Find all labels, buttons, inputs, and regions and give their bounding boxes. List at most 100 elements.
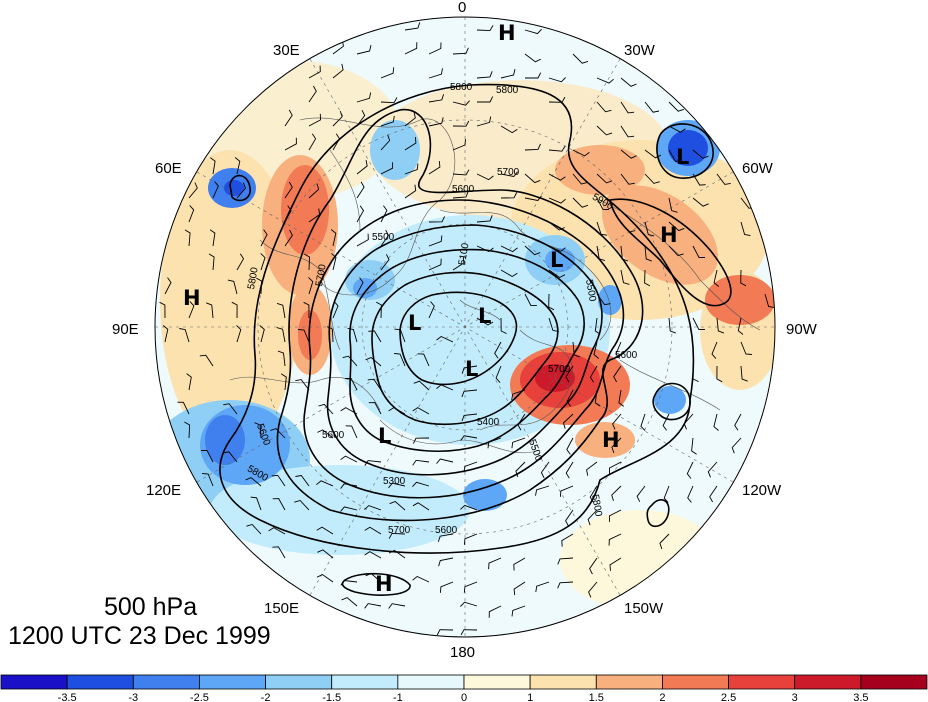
wind-barb-icon <box>272 498 286 511</box>
wind-barb-icon <box>566 437 574 455</box>
wind-barb-icon <box>561 533 574 547</box>
contour-label: 5600 <box>435 525 458 536</box>
wind-barb-icon <box>615 341 622 359</box>
colorbar-label: -2.5 <box>190 692 209 702</box>
colorbar-swatch <box>662 674 729 690</box>
wind-barb-icon <box>461 413 478 422</box>
wind-barb-icon <box>388 407 406 415</box>
wind-barb-icon <box>636 485 646 502</box>
wind-barb-icon <box>511 389 526 401</box>
wind-barb-icon <box>620 221 636 233</box>
wind-barb-icon <box>388 532 406 539</box>
wind-barb-icon <box>500 171 518 177</box>
wind-barb-icon <box>294 499 310 511</box>
wind-barb-icon <box>436 629 454 636</box>
lon-label-90e: 90E <box>112 321 139 338</box>
colorbar-label: 2.5 <box>721 692 736 702</box>
wind-barb-icon <box>436 458 454 464</box>
wind-barb-icon <box>356 233 369 247</box>
colorbar-swatch <box>397 674 465 690</box>
wind-barb-icon <box>548 96 566 103</box>
wind-barb-icon <box>663 485 670 503</box>
wind-barb-icon <box>332 133 341 151</box>
wind-barb-icon <box>223 451 238 463</box>
wind-barb-icon <box>308 133 317 151</box>
wind-barb-icon <box>412 502 430 511</box>
wind-barb-icon <box>476 245 494 253</box>
wind-barb-icon <box>588 581 598 598</box>
wind-barb-icon <box>284 109 293 127</box>
wind-barb-icon <box>428 68 443 79</box>
wind-barb-icon <box>452 169 470 176</box>
wind-barb-icon <box>404 112 416 127</box>
wind-barb-icon <box>331 253 337 271</box>
l-center-northwest-atlantic: L <box>676 145 689 169</box>
wind-barb-icon <box>620 245 628 262</box>
wind-barb-icon <box>500 68 516 79</box>
wind-barb-icon <box>268 527 286 535</box>
contour-5400 <box>349 248 585 453</box>
wind-barb-icon <box>620 125 635 138</box>
wind-barb-icon <box>276 302 286 319</box>
colorbar-label: -1 <box>393 692 403 702</box>
contour-low-hudson <box>652 382 691 421</box>
wind-barb-icon <box>364 551 382 559</box>
wind-barb-icon <box>476 116 492 127</box>
wind-barb-icon <box>388 603 406 609</box>
wind-barb-icon <box>380 254 390 271</box>
wind-barb-icon <box>260 229 268 247</box>
lon-label-60e: 60E <box>155 160 182 177</box>
wind-barb-icon <box>692 173 706 186</box>
wind-barb-icon <box>356 44 372 55</box>
wind-barb-icon <box>356 109 366 127</box>
wind-barb-icon <box>525 72 542 79</box>
wind-barb-icon <box>662 413 670 431</box>
wind-barb-icon <box>365 572 382 583</box>
colorbar-swatch <box>728 674 796 690</box>
wind-barb-icon <box>524 293 537 307</box>
wind-barb-icon <box>186 373 192 391</box>
colorbar-swatch <box>0 674 68 690</box>
wind-barb-icon <box>463 461 478 473</box>
wind-barb-icon <box>308 113 321 127</box>
l-center-siberia: L <box>378 424 391 448</box>
graticule <box>155 17 775 637</box>
contour-label: 5500 <box>372 232 395 243</box>
colorbar-swatch <box>463 674 531 690</box>
wind-barb-icon <box>596 173 613 184</box>
wind-barb-icon <box>461 365 478 374</box>
colorbar-label: 3.5 <box>853 692 868 702</box>
longitude-labels: 0 30W 60W 90W 120W 150W 180 150E 120E 90… <box>112 0 818 661</box>
colorbar-label: 0 <box>461 692 467 702</box>
wind-barb-icon <box>687 485 694 503</box>
wind-barb-icon <box>668 317 676 334</box>
contour-low-atlantic <box>656 123 714 179</box>
wind-barb-icon <box>326 326 334 343</box>
wind-barb-icon <box>389 500 406 511</box>
wind-barb-icon <box>412 407 430 415</box>
wind-barb-icon <box>394 353 406 367</box>
colorbar-swatch <box>794 674 862 690</box>
wind-barb-icon <box>184 421 191 439</box>
wind-barbs <box>159 22 775 636</box>
wind-barb-icon <box>308 277 314 295</box>
colorbar-swatch <box>199 674 266 690</box>
wind-barb-icon <box>557 557 574 565</box>
wind-barb-icon <box>535 485 550 496</box>
wind-barb-icon <box>734 413 742 431</box>
colorbar-label: -3.5 <box>58 692 77 702</box>
colorbar-swatch <box>331 674 399 690</box>
wind-barb-icon <box>589 365 598 383</box>
wind-barb-icon <box>308 65 321 79</box>
wind-barb-icon <box>644 101 660 113</box>
wind-barb-icon <box>692 197 709 207</box>
wind-barb-icon <box>236 325 242 343</box>
wind-barb-icon <box>380 67 395 79</box>
wind-barb-icon <box>524 28 542 35</box>
wind-barb-icon <box>236 182 247 199</box>
colorbar-swatch <box>595 674 663 690</box>
wind-barb-icon <box>713 413 719 431</box>
lon-label-60w: 60W <box>742 160 774 177</box>
wind-barb-icon <box>463 533 478 545</box>
wind-barb-icon <box>236 253 245 271</box>
